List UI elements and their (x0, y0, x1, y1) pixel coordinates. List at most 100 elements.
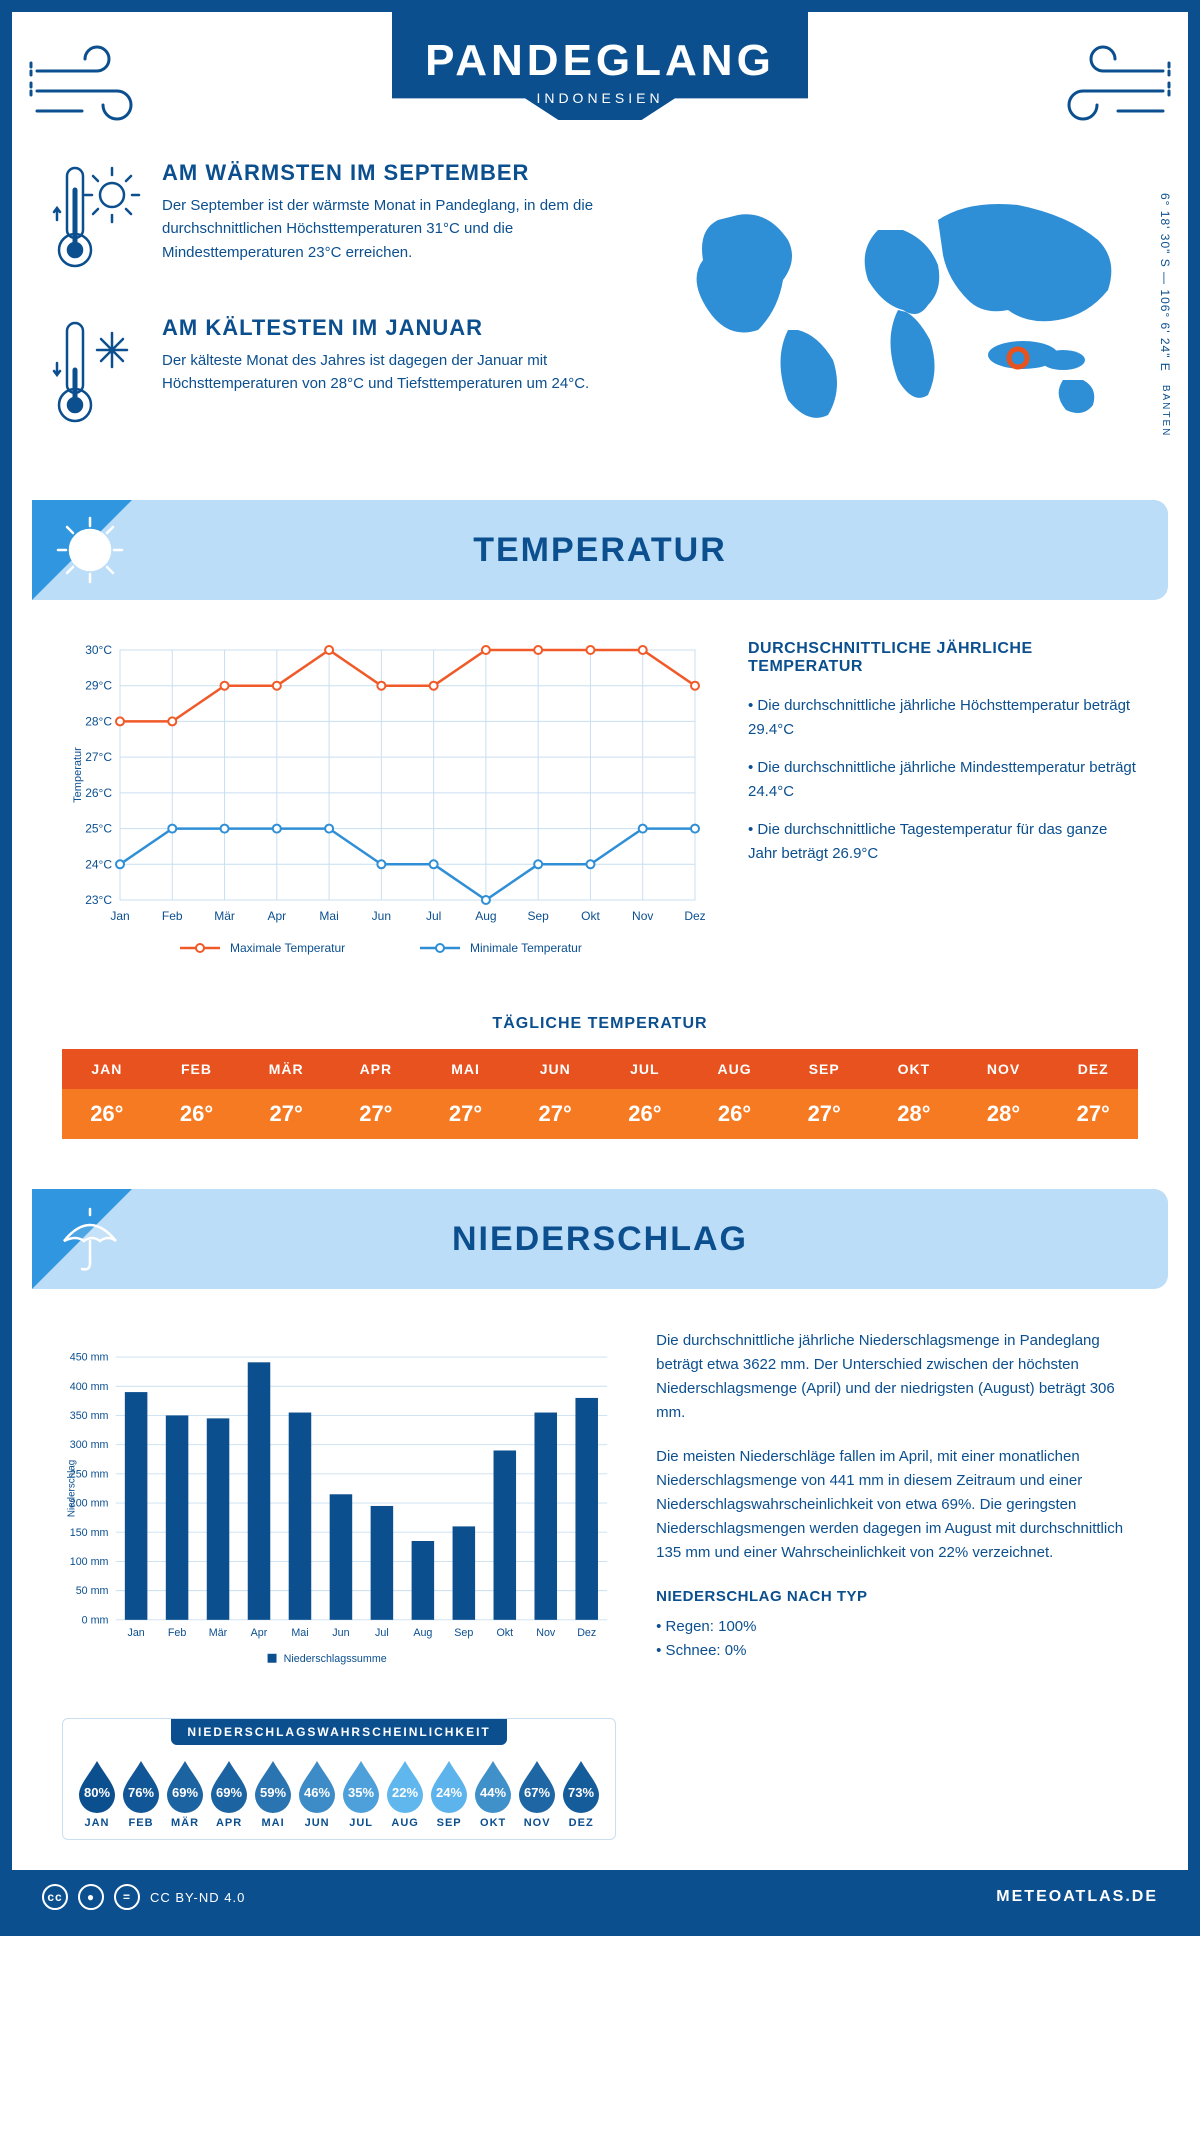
daily-head-cell: OKT (869, 1049, 959, 1089)
svg-text:Dez: Dez (577, 1627, 596, 1639)
temp-summary-heading: DURCHSCHNITTLICHE JÄHRLICHE TEMPERATUR (748, 640, 1138, 676)
svg-text:Sep: Sep (528, 909, 550, 923)
probability-drop: 35% JUL (339, 1757, 383, 1829)
daily-temp-heading: TÄGLICHE TEMPERATUR (12, 1015, 1188, 1033)
svg-text:35%: 35% (348, 1785, 374, 1800)
svg-text:Mai: Mai (319, 909, 338, 923)
svg-text:28°C: 28°C (85, 714, 112, 728)
thermometer-sun-icon (52, 160, 142, 285)
wind-icon-right (1028, 41, 1188, 131)
daily-value-cell: 28° (959, 1089, 1049, 1139)
country-subtitle: INDONESIEN (392, 90, 808, 106)
world-map: 6° 18' 30" S — 106° 6' 24" E BANTEN (668, 160, 1148, 470)
svg-text:Aug: Aug (413, 1627, 432, 1639)
daily-value-cell: 26° (152, 1089, 242, 1139)
svg-text:Apr: Apr (267, 909, 286, 923)
svg-text:Aug: Aug (475, 909, 496, 923)
daily-head-cell: APR (331, 1049, 421, 1089)
footer: cc ● = CC BY-ND 4.0 METEOATLAS.DE (12, 1870, 1188, 1924)
probability-drop: 76% FEB (119, 1757, 163, 1829)
daily-value-cell: 26° (600, 1089, 690, 1139)
svg-text:76%: 76% (128, 1785, 154, 1800)
daily-value-cell: 26° (690, 1089, 780, 1139)
svg-text:300 mm: 300 mm (70, 1439, 109, 1451)
temperature-summary: DURCHSCHNITTLICHE JÄHRLICHE TEMPERATUR •… (748, 640, 1138, 965)
probability-drop: 69% APR (207, 1757, 251, 1829)
region-label: BANTEN (1160, 385, 1171, 438)
cc-icon: cc (42, 1884, 68, 1910)
brand-text: METEOATLAS.DE (996, 1888, 1158, 1906)
daily-head-cell: SEP (779, 1049, 869, 1089)
svg-text:0 mm: 0 mm (82, 1614, 109, 1626)
by-icon: ● (78, 1884, 104, 1910)
daily-value-cell: 27° (1048, 1089, 1138, 1139)
svg-text:67%: 67% (524, 1785, 550, 1800)
coldest-body: Der kälteste Monat des Jahres ist dagege… (162, 349, 638, 396)
svg-text:29°C: 29°C (85, 679, 112, 693)
temp-bullet-1: • Die durchschnittliche jährliche Höchst… (748, 694, 1138, 742)
warmest-heading: AM WÄRMSTEN IM SEPTEMBER (162, 160, 638, 186)
svg-text:Jul: Jul (375, 1627, 389, 1639)
probability-drop: 67% NOV (515, 1757, 559, 1829)
daily-head-cell: JAN (62, 1049, 152, 1089)
svg-text:Okt: Okt (496, 1627, 513, 1639)
thermometer-snow-icon (52, 315, 142, 440)
daily-head-cell: AUG (690, 1049, 780, 1089)
probability-drop: 59% MAI (251, 1757, 295, 1829)
daily-temp-table: JANFEBMÄRAPRMAIJUNJULAUGSEPOKTNOVDEZ 26°… (62, 1049, 1138, 1139)
svg-text:Mai: Mai (291, 1627, 308, 1639)
intro-section: AM WÄRMSTEN IM SEPTEMBER Der September i… (12, 160, 1188, 500)
daily-head-cell: MAI (421, 1049, 511, 1089)
title-banner: PANDEGLANG INDONESIEN (392, 12, 808, 120)
temperature-line-chart: 23°C24°C25°C26°C27°C28°C29°C30°CJanFebMä… (62, 640, 708, 965)
coords-value: 6° 18' 30" S — 106° 6' 24" E (1158, 193, 1172, 372)
svg-text:22%: 22% (392, 1785, 418, 1800)
precip-paragraph-1: Die durchschnittliche jährliche Niedersc… (656, 1329, 1138, 1425)
precipitation-heading: NIEDERSCHLAG (132, 1220, 1168, 1259)
precip-type-heading: NIEDERSCHLAG NACH TYP (656, 1585, 1138, 1609)
svg-text:Feb: Feb (168, 1627, 187, 1639)
daily-value-cell: 26° (62, 1089, 152, 1139)
coldest-heading: AM KÄLTESTEN IM JANUAR (162, 315, 638, 341)
svg-text:Temperatur: Temperatur (72, 747, 84, 803)
svg-text:Apr: Apr (251, 1627, 268, 1639)
coldest-fact: AM KÄLTESTEN IM JANUAR Der kälteste Mona… (52, 315, 638, 440)
svg-text:Jan: Jan (110, 909, 129, 923)
precipitation-banner: NIEDERSCHLAG (32, 1189, 1168, 1289)
umbrella-icon (52, 1201, 128, 1282)
svg-text:Mär: Mär (214, 909, 235, 923)
daily-value-cell: 27° (241, 1089, 331, 1139)
svg-text:24°C: 24°C (85, 857, 112, 871)
precip-paragraph-2: Die meisten Niederschläge fallen im Apri… (656, 1445, 1138, 1565)
probability-drop: 46% JUN (295, 1757, 339, 1829)
svg-text:350 mm: 350 mm (70, 1410, 109, 1422)
svg-text:69%: 69% (216, 1785, 242, 1800)
daily-value-cell: 27° (421, 1089, 511, 1139)
svg-text:Nov: Nov (536, 1627, 556, 1639)
svg-text:26°C: 26°C (85, 786, 112, 800)
svg-text:Niederschlag: Niederschlag (67, 1460, 78, 1517)
daily-head-cell: DEZ (1048, 1049, 1138, 1089)
probability-drop: 24% SEP (427, 1757, 471, 1829)
probability-drop: 80% JAN (75, 1757, 119, 1829)
svg-text:Maximale Temperatur: Maximale Temperatur (230, 941, 345, 955)
precip-type-snow: • Schnee: 0% (656, 1639, 1138, 1663)
svg-text:Nov: Nov (632, 909, 653, 923)
svg-text:Jan: Jan (127, 1627, 144, 1639)
svg-text:30°C: 30°C (85, 643, 112, 657)
probability-drop: 69% MÄR (163, 1757, 207, 1829)
temp-bullet-3: • Die durchschnittliche Tagestemperatur … (748, 818, 1138, 866)
daily-head-cell: JUN (510, 1049, 600, 1089)
nd-icon: = (114, 1884, 140, 1910)
svg-text:73%: 73% (568, 1785, 594, 1800)
svg-text:24%: 24% (436, 1785, 462, 1800)
temp-bullet-2: • Die durchschnittliche jährliche Mindes… (748, 756, 1138, 804)
sun-icon (52, 512, 128, 593)
svg-text:Jun: Jun (372, 909, 391, 923)
svg-text:Sep: Sep (454, 1627, 473, 1639)
svg-text:44%: 44% (480, 1785, 506, 1800)
svg-text:Feb: Feb (162, 909, 183, 923)
daily-head-cell: MÄR (241, 1049, 331, 1089)
license-text: CC BY-ND 4.0 (150, 1890, 245, 1905)
svg-text:46%: 46% (304, 1785, 330, 1800)
